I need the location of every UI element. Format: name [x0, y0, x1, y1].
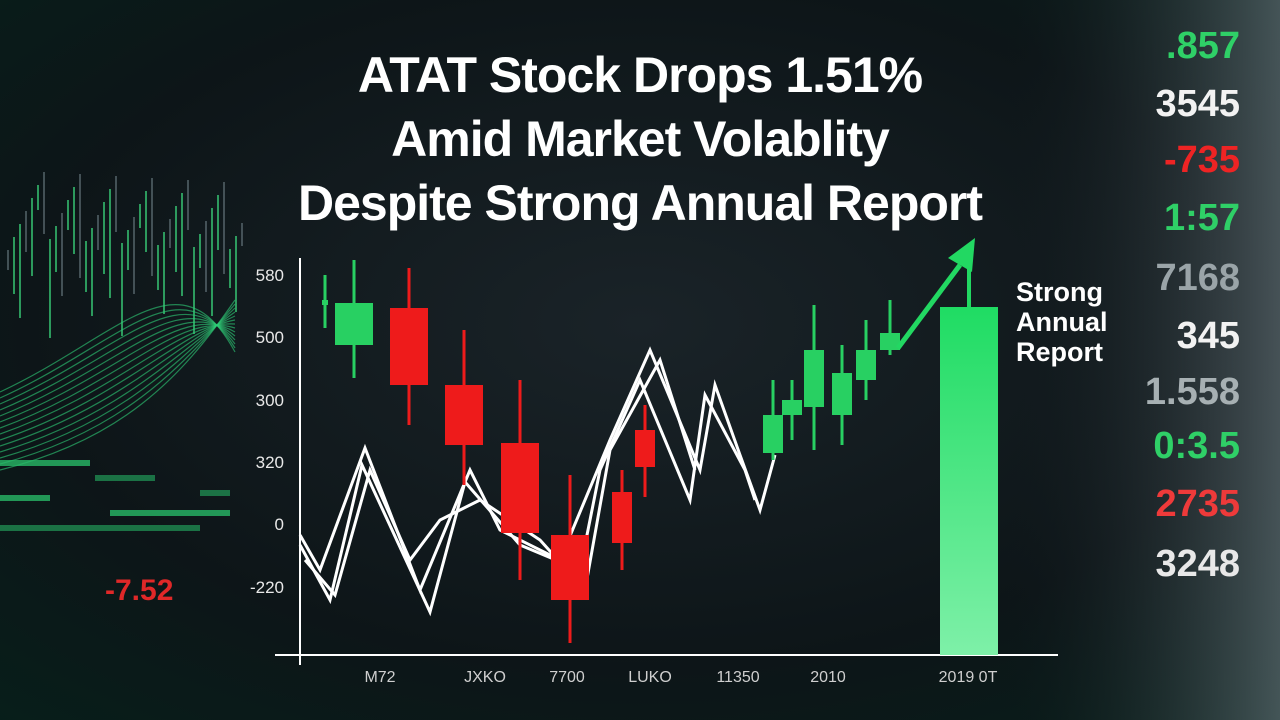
ticker-number: 7168 [1155, 257, 1240, 299]
candles [298, 260, 900, 643]
ticker-number: 345 [1177, 315, 1240, 357]
x-label: 2010 [810, 669, 846, 686]
price-line [303, 356, 697, 599]
ticker-number: 1:57 [1164, 197, 1240, 239]
candle-body [612, 492, 632, 543]
x-label: JXKO [464, 669, 506, 686]
x-label: 2019 0T [939, 669, 998, 686]
candle-body [804, 350, 824, 407]
price-line [298, 346, 777, 595]
x-label: 7700 [549, 669, 585, 686]
ticker-number: 0:3.5 [1153, 425, 1240, 467]
deco-strip [0, 460, 90, 466]
y-label: 580 [256, 266, 284, 285]
x-label: LUKO [628, 669, 672, 686]
deco-strip [200, 490, 230, 496]
deco-curve [0, 309, 236, 399]
ticker-number: .857 [1166, 25, 1240, 67]
deco-strip [0, 525, 200, 531]
candle-body [880, 333, 900, 350]
deco-curve [0, 313, 236, 405]
x-label: M72 [364, 669, 395, 686]
deco-curve [0, 318, 236, 411]
candle-body [322, 300, 328, 305]
deco-curve [0, 321, 236, 417]
candle-body [390, 308, 428, 385]
y-label: -220 [250, 578, 284, 597]
ticker-number: 1.558 [1145, 371, 1240, 413]
ticker-number: -735 [1164, 139, 1240, 181]
arrow-line [895, 263, 963, 350]
candle-body [551, 535, 589, 600]
y-label: 500 [256, 328, 284, 347]
right-glow [1000, 0, 1280, 720]
ticker-number: 3545 [1155, 83, 1240, 125]
candle-body [763, 415, 783, 453]
annotation: Annual [1016, 307, 1108, 337]
y-label: 320 [256, 453, 284, 472]
decor [0, 172, 243, 531]
candle-body [501, 443, 539, 533]
title-line: ATAT Stock Drops 1.51% [358, 47, 923, 103]
annotation: Report [1016, 337, 1103, 367]
deco-curve [0, 304, 236, 393]
y-label: 0 [275, 515, 284, 534]
title-line: Amid Market Volablity [391, 111, 890, 167]
candle-body [635, 430, 655, 467]
deco-strip [110, 510, 230, 516]
title-line: Despite Strong Annual Report [298, 175, 983, 231]
y-label: 300 [256, 391, 284, 410]
deco-strip [0, 495, 50, 501]
x-label: 11350 [716, 669, 759, 686]
left-number: -7.52 [105, 574, 173, 607]
candle-body [335, 303, 373, 345]
ticker-number: 2735 [1155, 483, 1240, 525]
big-bar [940, 307, 998, 655]
annotation: Strong [1016, 277, 1103, 307]
deco-strip [95, 475, 155, 481]
texts: ATAT Stock Drops 1.51% Amid Market Volabl… [105, 25, 1240, 686]
candle-body [856, 350, 876, 380]
candle-body [782, 400, 802, 415]
ticker-number: 3248 [1155, 543, 1240, 585]
candle-body [445, 385, 483, 445]
candle-body [832, 373, 852, 415]
